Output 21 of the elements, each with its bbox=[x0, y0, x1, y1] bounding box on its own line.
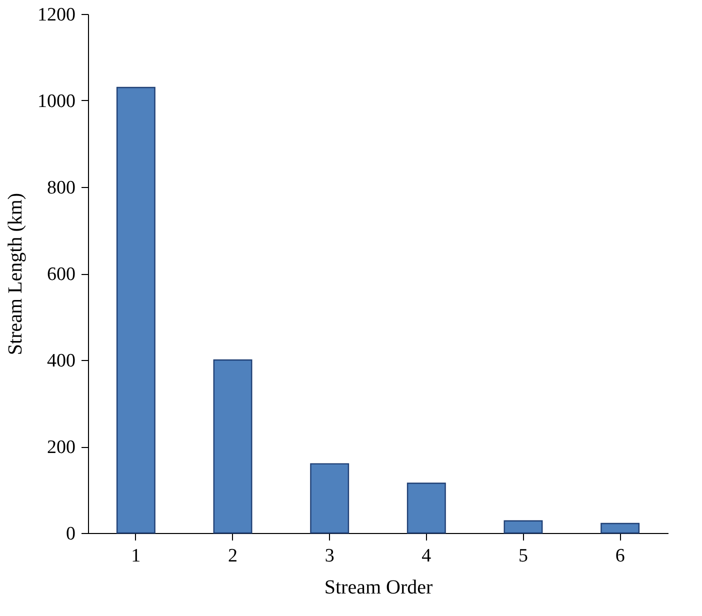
y-tick-label: 0 bbox=[66, 524, 76, 544]
bar bbox=[600, 522, 640, 534]
x-tick-label: 6 bbox=[615, 546, 625, 566]
x-axis-title: Stream Order bbox=[324, 576, 433, 598]
bar bbox=[213, 359, 252, 534]
x-tick-label: 4 bbox=[422, 546, 432, 566]
y-tick-label: 800 bbox=[47, 178, 76, 198]
y-tick-label: 400 bbox=[47, 350, 76, 372]
y-axis-title: Stream Length (km) bbox=[4, 192, 26, 356]
bar bbox=[406, 482, 446, 534]
bar bbox=[310, 463, 350, 534]
y-tick-label: 1000 bbox=[38, 91, 76, 112]
x-tick-label: 5 bbox=[518, 546, 528, 566]
x-tick-label: 3 bbox=[324, 546, 334, 566]
x-tick-label: 2 bbox=[228, 546, 238, 566]
bar bbox=[116, 86, 156, 534]
y-tick-label: 200 bbox=[47, 437, 76, 458]
y-tick-label: 1200 bbox=[38, 4, 76, 26]
y-tick-label: 600 bbox=[47, 264, 76, 285]
x-tick-label: 1 bbox=[131, 546, 141, 566]
bar bbox=[504, 520, 543, 534]
